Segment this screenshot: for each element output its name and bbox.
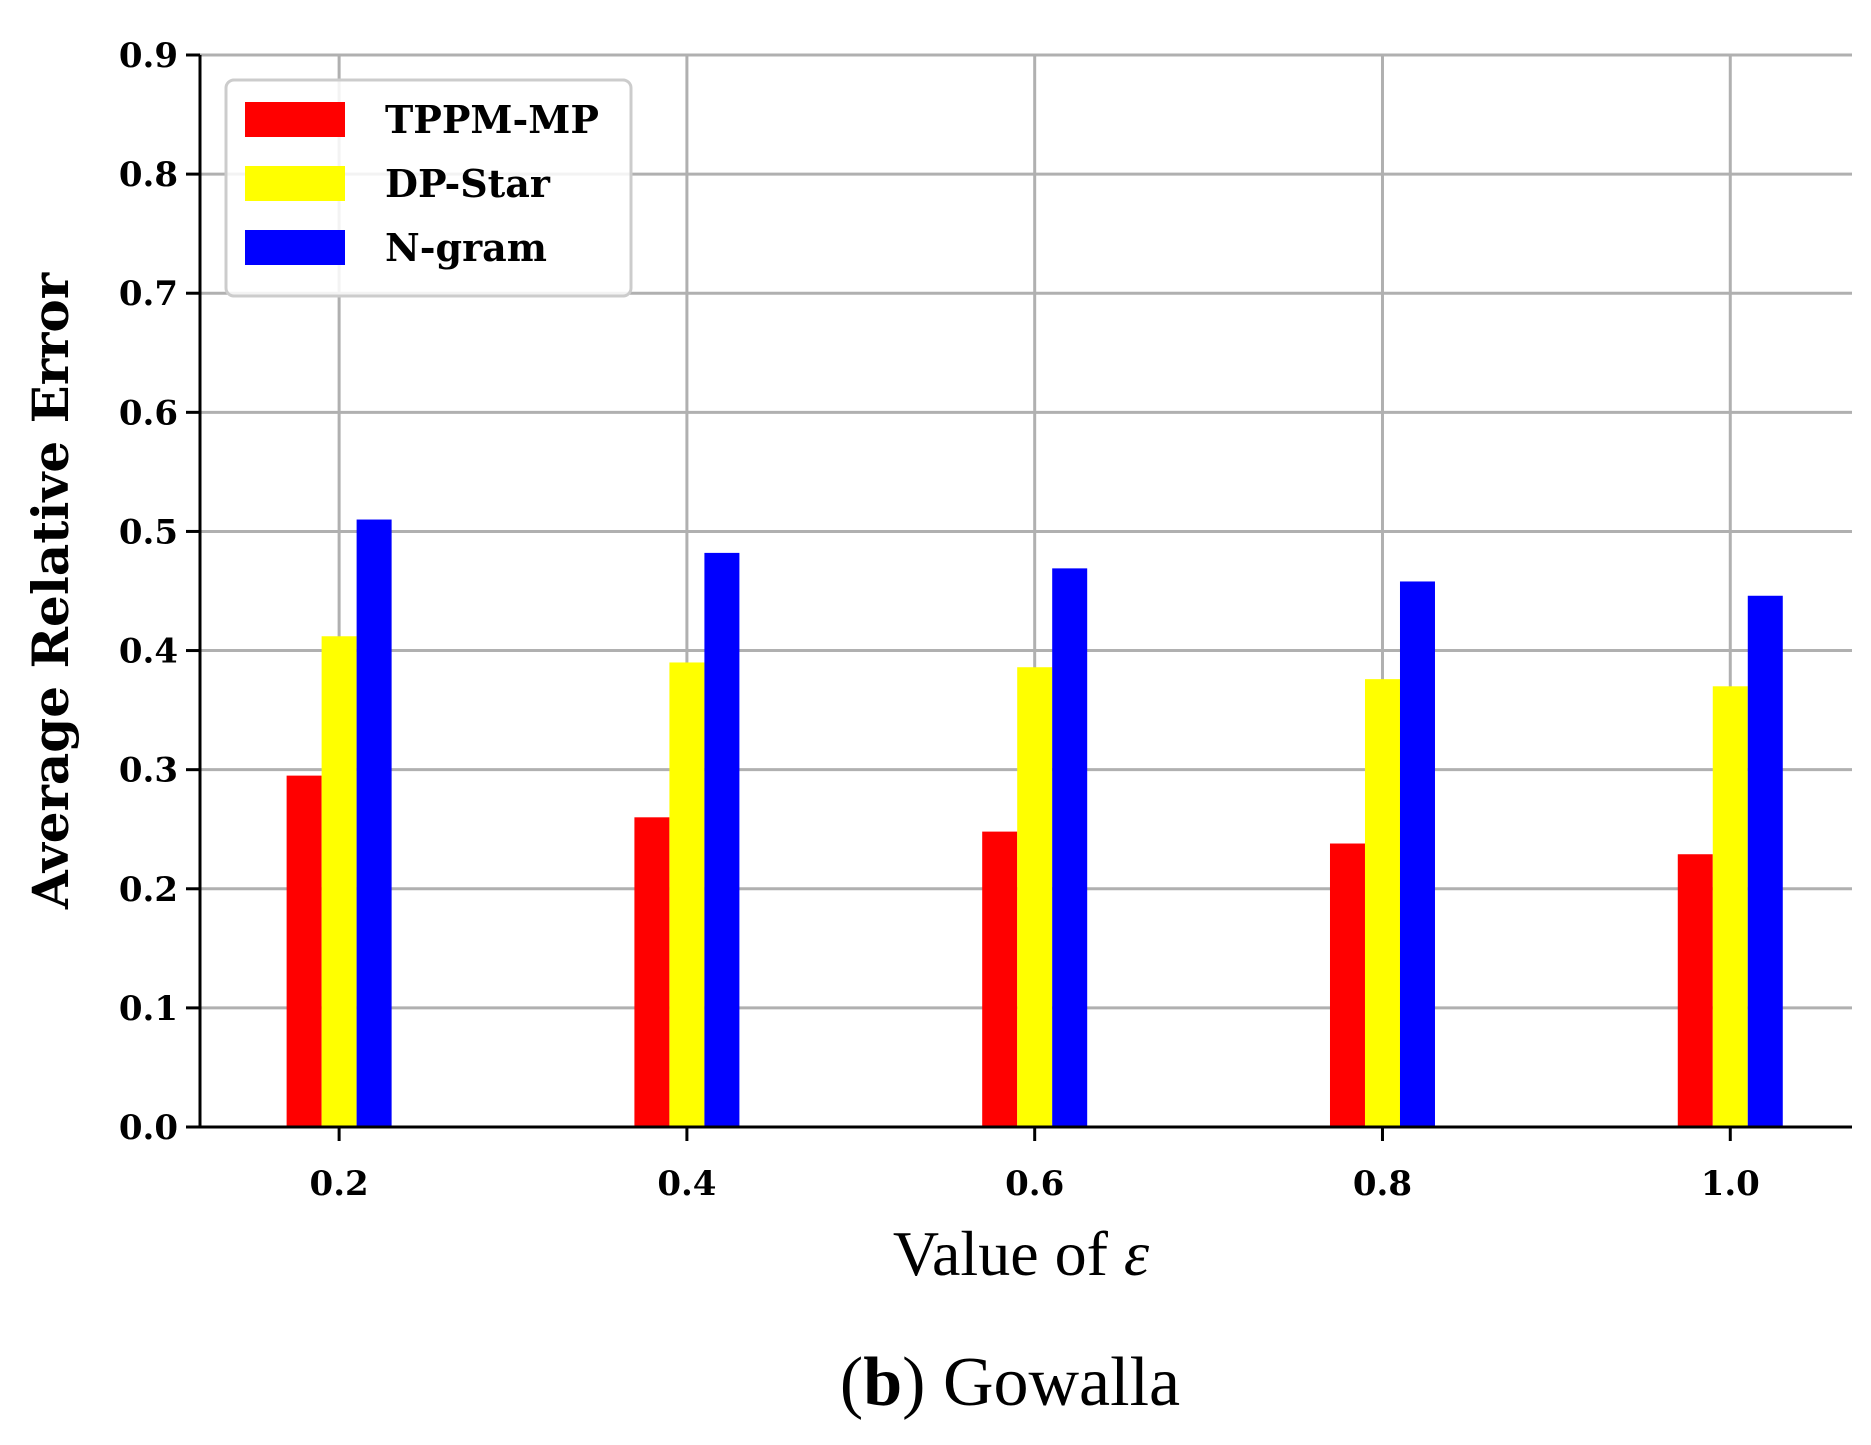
bar-tppm-mp bbox=[1677, 854, 1713, 1127]
bar-dp-star bbox=[669, 662, 705, 1127]
bar-n-gram bbox=[704, 552, 740, 1127]
y-tick-label: 0.5 bbox=[119, 512, 178, 552]
y-tick-label: 0.1 bbox=[119, 989, 178, 1029]
caption-close-paren: ) bbox=[902, 1344, 943, 1421]
x-tick-label: 0.4 bbox=[657, 1164, 716, 1204]
y-tick-label: 0.4 bbox=[119, 632, 178, 672]
legend-label: N-gram bbox=[385, 225, 547, 270]
bar-tppm-mp bbox=[1329, 843, 1365, 1127]
y-tick-label: 0.9 bbox=[119, 36, 178, 76]
bar-n-gram bbox=[1399, 581, 1435, 1127]
caption-open-paren: ( bbox=[840, 1344, 863, 1421]
x-tick-label: 0.8 bbox=[1353, 1164, 1412, 1204]
bars bbox=[286, 519, 1783, 1127]
x-axis-title-text: Value of bbox=[893, 1218, 1124, 1289]
bar-dp-star bbox=[1364, 679, 1400, 1127]
y-tick-label: 0.2 bbox=[119, 870, 178, 910]
y-tick-label: 0.0 bbox=[119, 1108, 178, 1148]
legend: TPPM-MP DP-Star N-gram bbox=[224, 78, 633, 298]
x-tick-label: 1.0 bbox=[1701, 1164, 1760, 1204]
epsilon-symbol: ε bbox=[1124, 1218, 1150, 1289]
y-tick-label: 0.7 bbox=[119, 274, 178, 314]
caption-label: b bbox=[863, 1344, 902, 1421]
bar-n-gram bbox=[1747, 595, 1783, 1127]
legend-label: TPPM-MP bbox=[385, 97, 599, 142]
bar-dp-star bbox=[1712, 686, 1748, 1127]
bar-tppm-mp bbox=[286, 775, 322, 1127]
tick-labels: 0.0 0.1 0.2 0.3 0.4 0.5 0.6 0.7 0.8 0.9 0.2 0.4 0.6 0… bbox=[119, 36, 1760, 1204]
figure-caption: (b) Gowalla bbox=[840, 1344, 1180, 1421]
y-tick-label: 0.3 bbox=[119, 751, 178, 791]
bar-dp-star bbox=[1017, 667, 1053, 1127]
bar-n-gram bbox=[356, 519, 392, 1127]
legend-swatch bbox=[245, 102, 345, 137]
x-tick-label: 0.2 bbox=[310, 1164, 369, 1204]
y-axis-title: Average Relative Error bbox=[21, 272, 80, 910]
caption-dataset: Gowalla bbox=[943, 1344, 1180, 1421]
y-tick-label: 0.6 bbox=[119, 393, 178, 433]
y-tick-label: 0.8 bbox=[119, 155, 178, 195]
x-axis-title: Value of ε bbox=[893, 1218, 1150, 1289]
bar-tppm-mp bbox=[982, 831, 1018, 1127]
axes bbox=[186, 53, 1852, 1141]
legend-swatch bbox=[245, 230, 345, 265]
legend-swatch bbox=[245, 166, 345, 201]
x-tick-label: 0.6 bbox=[1005, 1164, 1064, 1204]
bar-n-gram bbox=[1052, 568, 1088, 1127]
legend-label: DP-Star bbox=[385, 161, 551, 206]
bar-dp-star bbox=[321, 636, 357, 1127]
bar-tppm-mp bbox=[634, 817, 670, 1127]
